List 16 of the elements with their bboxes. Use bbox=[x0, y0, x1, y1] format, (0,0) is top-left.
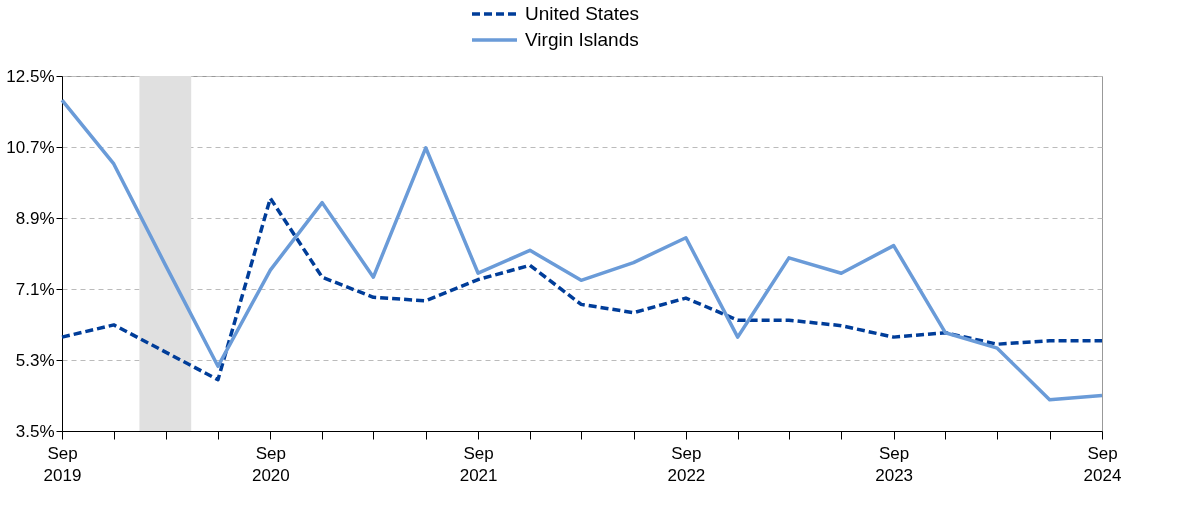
y-tick-label: 3.5% bbox=[15, 421, 55, 441]
x-tick-label: Sep 2022 bbox=[667, 443, 706, 485]
x-tick-label: Sep 2021 bbox=[459, 443, 498, 485]
x-tick-label: Sep 2023 bbox=[875, 443, 914, 485]
y-tick-label: 7.1% bbox=[15, 279, 55, 299]
y-tick-label: 12.5% bbox=[6, 66, 55, 86]
x-tick-label: Sep 2019 bbox=[43, 443, 82, 485]
line-series bbox=[60, 196, 1104, 382]
y-tick-label: 5.3% bbox=[15, 350, 55, 370]
y-tick-label: 8.9% bbox=[15, 208, 55, 228]
legend-label: Virgin Islands bbox=[525, 29, 639, 50]
x-tick-label: Sep 2024 bbox=[1083, 443, 1122, 485]
legend-label: United States bbox=[525, 3, 640, 24]
x-tick-label: Sep 2020 bbox=[251, 443, 290, 485]
line-series bbox=[60, 98, 1104, 402]
y-tick-label: 10.7% bbox=[6, 137, 55, 157]
